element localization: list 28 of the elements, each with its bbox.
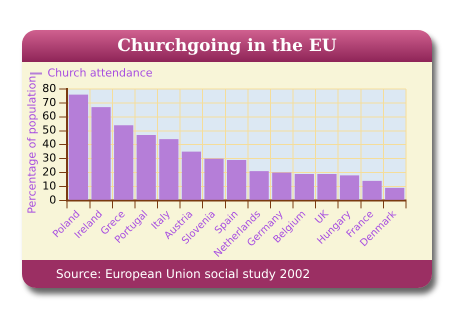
bar — [159, 139, 178, 200]
bar — [204, 158, 224, 200]
bar — [227, 160, 246, 200]
bar — [68, 94, 88, 200]
y-tick-label: 80 — [42, 82, 56, 95]
y-tick-label: 40 — [42, 138, 56, 151]
bar — [317, 174, 337, 200]
y-tick-label: 60 — [42, 110, 56, 123]
bar — [362, 180, 382, 200]
bar — [114, 125, 134, 200]
y-tick-label: 10 — [42, 179, 56, 192]
y-axis-title: Percentage of population — [25, 76, 38, 214]
bar — [250, 171, 269, 200]
source-note: Source: European Union social study 2002 — [22, 260, 432, 288]
y-tick-label: 50 — [42, 124, 56, 137]
bar — [294, 174, 314, 200]
legend-label: Church attendance — [48, 66, 153, 80]
bar — [182, 152, 202, 200]
bar — [136, 134, 156, 200]
bar — [272, 172, 292, 200]
chart-title: Churchgoing in the EU — [22, 30, 432, 62]
bar — [91, 107, 111, 200]
y-tick-label: 20 — [42, 165, 56, 178]
y-tick-label: 70 — [42, 96, 56, 109]
y-tick-label: 0 — [49, 193, 56, 206]
y-tick-label: 30 — [42, 151, 56, 164]
bar — [385, 188, 404, 200]
bar — [340, 175, 360, 200]
